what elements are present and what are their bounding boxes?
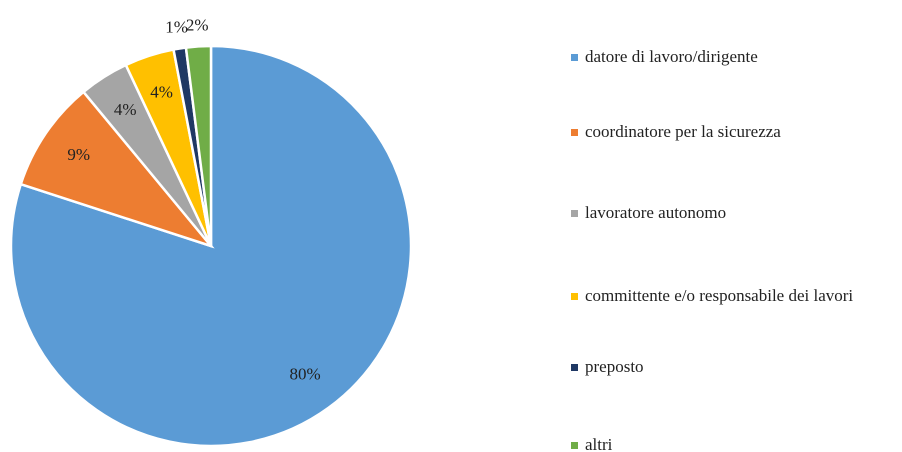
legend-swatch (571, 293, 578, 300)
data-label: 2% (186, 15, 209, 34)
legend-entry: altri (571, 434, 901, 452)
legend-swatch (571, 442, 578, 449)
legend-entry: committente e/o responsabile dei lavori (571, 285, 901, 307)
legend-label: lavoratore autonomo (585, 203, 727, 222)
legend-swatch (571, 364, 578, 371)
legend-entry: lavoratore autonomo (571, 202, 901, 224)
legend-label: committente e/o responsabile dei lavori (585, 286, 854, 305)
legend-swatch (571, 54, 578, 61)
legend-swatch (571, 129, 578, 136)
legend-entry: coordinatore per la sicurezza (571, 121, 901, 143)
legend-label: datore di lavoro/dirigente (585, 47, 758, 66)
data-label: 80% (289, 364, 320, 383)
data-label: 4% (150, 83, 173, 102)
legend-label: altri (585, 435, 613, 452)
data-label: 4% (114, 100, 137, 119)
legend-swatch (571, 210, 578, 217)
pie-slice (184, 44, 213, 247)
legend-label: coordinatore per la sicurezza (585, 122, 781, 141)
data-label: 9% (67, 145, 90, 164)
pie-slice (19, 90, 215, 249)
data-label: 1% (165, 18, 188, 37)
legend-entry: datore di lavoro/dirigente (571, 46, 901, 68)
legend-entry: preposto (571, 356, 901, 378)
legend-label: preposto (585, 357, 644, 376)
